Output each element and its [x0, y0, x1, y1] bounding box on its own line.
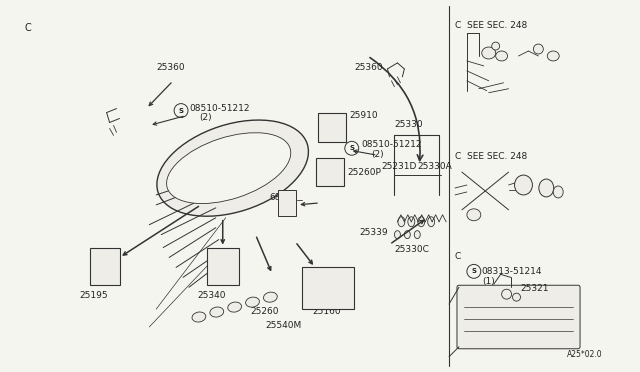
Text: C: C — [455, 251, 461, 260]
Ellipse shape — [192, 312, 206, 322]
Ellipse shape — [428, 217, 435, 227]
Text: 25339: 25339 — [359, 228, 387, 237]
Text: 25260P: 25260P — [348, 168, 381, 177]
FancyBboxPatch shape — [316, 158, 344, 186]
Text: 25260: 25260 — [250, 307, 279, 316]
Text: 25540M: 25540M — [266, 321, 301, 330]
Text: SEE SEC. 248: SEE SEC. 248 — [467, 152, 527, 161]
Ellipse shape — [553, 186, 563, 198]
Text: S: S — [179, 108, 184, 113]
Text: 25330C: 25330C — [394, 244, 429, 254]
Ellipse shape — [166, 133, 291, 203]
Ellipse shape — [539, 179, 554, 197]
Text: 08510-51212: 08510-51212 — [189, 104, 250, 113]
Ellipse shape — [533, 44, 543, 54]
Text: C: C — [24, 23, 31, 33]
Text: 25360: 25360 — [156, 63, 185, 72]
Ellipse shape — [414, 231, 420, 238]
Ellipse shape — [228, 302, 241, 312]
Text: S: S — [471, 268, 476, 275]
Text: (2): (2) — [372, 150, 384, 159]
Text: 68490: 68490 — [269, 193, 298, 202]
Ellipse shape — [495, 51, 508, 61]
Ellipse shape — [157, 120, 308, 216]
Text: 08510-51212: 08510-51212 — [362, 140, 422, 149]
Ellipse shape — [264, 292, 277, 302]
Ellipse shape — [408, 217, 415, 227]
FancyBboxPatch shape — [302, 267, 354, 309]
Text: C: C — [455, 152, 461, 161]
Ellipse shape — [418, 217, 425, 227]
Text: C: C — [455, 21, 461, 30]
Text: 25360: 25360 — [355, 63, 383, 72]
Text: 25321: 25321 — [520, 284, 549, 293]
Text: 25231D: 25231D — [381, 162, 417, 171]
FancyBboxPatch shape — [457, 285, 580, 349]
Ellipse shape — [515, 175, 532, 195]
Text: 25330A: 25330A — [417, 162, 452, 171]
Text: A25*02.0: A25*02.0 — [567, 350, 603, 359]
Text: 25195: 25195 — [80, 291, 108, 300]
Text: 25160: 25160 — [312, 307, 340, 316]
FancyBboxPatch shape — [90, 247, 120, 285]
Ellipse shape — [547, 51, 559, 61]
Ellipse shape — [502, 289, 511, 299]
Text: 08313-51214: 08313-51214 — [482, 267, 542, 276]
FancyBboxPatch shape — [207, 247, 239, 285]
Text: 25910: 25910 — [350, 110, 378, 119]
Text: S: S — [349, 145, 355, 151]
Text: (1): (1) — [482, 277, 495, 286]
Ellipse shape — [482, 47, 495, 59]
Ellipse shape — [210, 307, 223, 317]
Ellipse shape — [513, 293, 520, 301]
Ellipse shape — [467, 209, 481, 221]
FancyBboxPatch shape — [278, 190, 296, 216]
Ellipse shape — [404, 231, 410, 238]
Text: 25330: 25330 — [394, 121, 423, 129]
Ellipse shape — [492, 42, 500, 50]
Ellipse shape — [398, 217, 405, 227]
Text: SEE SEC. 248: SEE SEC. 248 — [467, 21, 527, 30]
Ellipse shape — [394, 231, 401, 238]
FancyBboxPatch shape — [318, 113, 346, 142]
Ellipse shape — [246, 297, 259, 307]
Text: (2): (2) — [199, 113, 212, 122]
Text: 25340: 25340 — [197, 291, 225, 300]
